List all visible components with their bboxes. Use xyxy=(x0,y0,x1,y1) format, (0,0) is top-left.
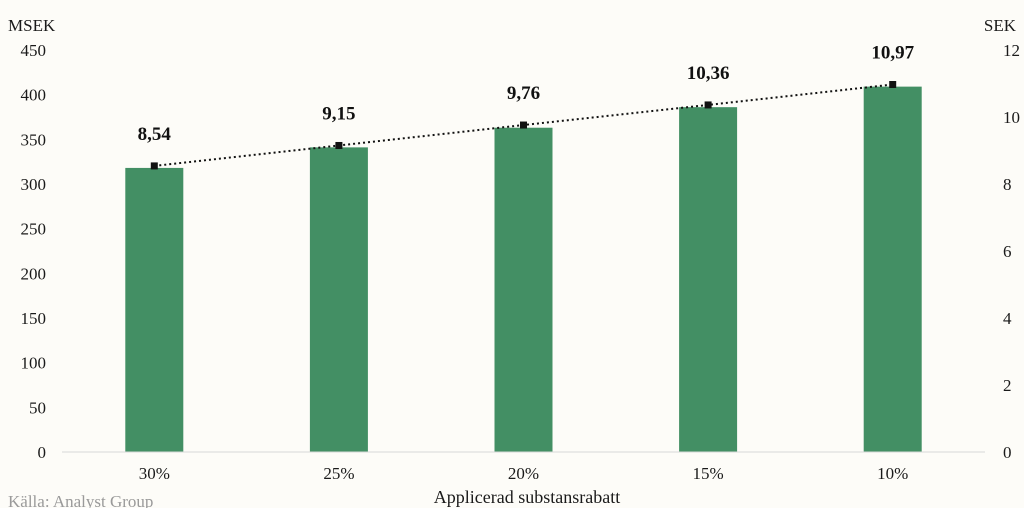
x-tick-label: 15% xyxy=(693,464,724,483)
bar xyxy=(494,127,553,452)
x-tick-label: 25% xyxy=(323,464,354,483)
trend-markers xyxy=(150,81,897,170)
bars xyxy=(125,86,922,453)
data-label: 10,97 xyxy=(871,43,914,64)
right-axis-unit: SEK xyxy=(984,16,1017,35)
left-axis-tick-label: 450 xyxy=(21,41,47,60)
left-axis-tick-label: 50 xyxy=(29,398,46,417)
bar xyxy=(309,147,368,452)
left-axis-tick-label: 400 xyxy=(21,86,47,105)
trend-point xyxy=(150,162,158,170)
right-axis-tick-label: 8 xyxy=(1003,175,1012,194)
data-label: 9,15 xyxy=(322,103,355,124)
bar xyxy=(125,167,184,453)
data-label: 8,54 xyxy=(138,124,172,145)
right-axis-tick-label: 0 xyxy=(1003,443,1012,462)
source-note: Källa: Analyst Group xyxy=(8,492,153,508)
data-labels: 8,54 9,15 9,76 10,36 10,97 xyxy=(138,43,915,145)
bar xyxy=(679,107,738,452)
bar xyxy=(863,86,922,453)
left-axis-tick-label: 200 xyxy=(21,264,47,283)
x-axis-ticks: 30% 25% 20% 15% 10% xyxy=(139,464,909,483)
x-tick-label: 20% xyxy=(508,464,539,483)
trend-point xyxy=(335,141,343,149)
right-axis-tick-label: 6 xyxy=(1003,242,1012,261)
x-tick-label: 10% xyxy=(877,464,908,483)
x-axis-title: Applicerad substansrabatt xyxy=(434,487,620,507)
trend-point xyxy=(520,121,527,129)
left-axis-unit: MSEK xyxy=(8,16,56,35)
left-axis-tick-label: 300 xyxy=(21,175,47,194)
right-axis-tick-label: 12 xyxy=(1003,41,1020,60)
right-axis-tick-label: 10 xyxy=(1003,108,1020,127)
left-axis-tick-label: 250 xyxy=(21,220,47,239)
trend-point xyxy=(889,81,897,89)
data-label: 9,76 xyxy=(507,83,540,104)
left-axis-tick-label: 350 xyxy=(21,130,47,149)
right-axis-ticks: 0 2 4 6 8 10 12 xyxy=(1003,41,1020,462)
x-tick-label: 30% xyxy=(139,464,170,483)
left-axis-tick-label: 150 xyxy=(21,309,47,328)
left-axis-tick-label: 100 xyxy=(21,354,47,373)
right-axis-tick-label: 2 xyxy=(1003,376,1012,395)
left-axis-tick-label: 0 xyxy=(38,443,47,462)
data-label: 10,36 xyxy=(687,63,730,84)
trend-point xyxy=(704,101,712,109)
right-axis-tick-label: 4 xyxy=(1003,309,1012,328)
left-axis-ticks: 0 50 100 150 200 250 300 350 400 450 xyxy=(21,41,47,462)
